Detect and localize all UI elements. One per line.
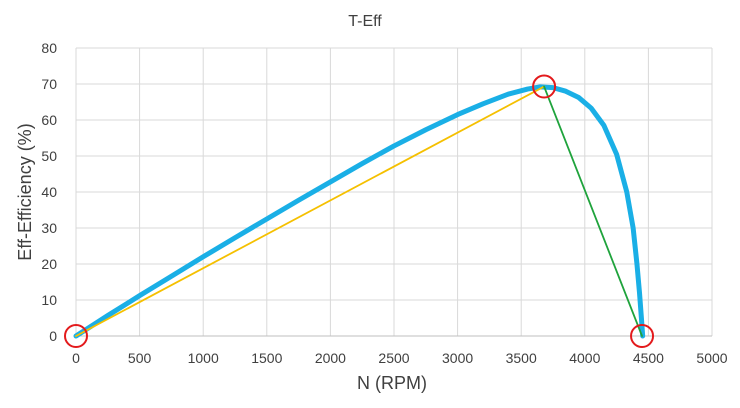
x-tick-label: 4500: [633, 350, 664, 366]
point-markers: [64, 74, 655, 348]
y-tick-label: 40: [41, 184, 57, 200]
y-tick-label: 80: [41, 40, 57, 56]
y-tick-label: 0: [49, 328, 57, 344]
x-tick-label: 3500: [506, 350, 537, 366]
y-tick-label: 50: [41, 148, 57, 164]
x-axis-label: N (RPM): [357, 373, 427, 393]
data-series: [73, 84, 646, 339]
y-tick-label: 10: [41, 292, 57, 308]
x-tick-label: 3000: [442, 350, 473, 366]
y-tick-label: 70: [41, 76, 57, 92]
series-line-rising-chord: [75, 85, 545, 337]
x-tick-label: 2500: [378, 350, 409, 366]
y-tick-label: 60: [41, 112, 57, 128]
grid-lines: [75, 47, 713, 337]
x-tick-label: 1500: [251, 350, 282, 366]
x-tick-label: 500: [128, 350, 152, 366]
series-line-falling-chord: [543, 85, 643, 337]
chart-title: T-Eff: [348, 13, 382, 30]
y-tick-label: 20: [41, 256, 57, 272]
x-tick-label: 5000: [696, 350, 727, 366]
x-tick-label: 2000: [315, 350, 346, 366]
series-line-efficiency-curve: [73, 84, 646, 339]
tick-labels: 0 10 20 30 40 50 60 70 80 0 500 1000 1500 2000 2500 300…: [41, 40, 727, 366]
y-axis-label: Eff-Efficiency (%): [15, 123, 35, 260]
x-tick-label: 1000: [188, 350, 219, 366]
x-tick-label: 4000: [569, 350, 600, 366]
start-point-marker: [64, 324, 88, 348]
x-tick-label: 0: [72, 350, 80, 366]
y-tick-label: 30: [41, 220, 57, 236]
end-point-marker: [630, 324, 655, 348]
peak-point-marker: [532, 74, 557, 99]
